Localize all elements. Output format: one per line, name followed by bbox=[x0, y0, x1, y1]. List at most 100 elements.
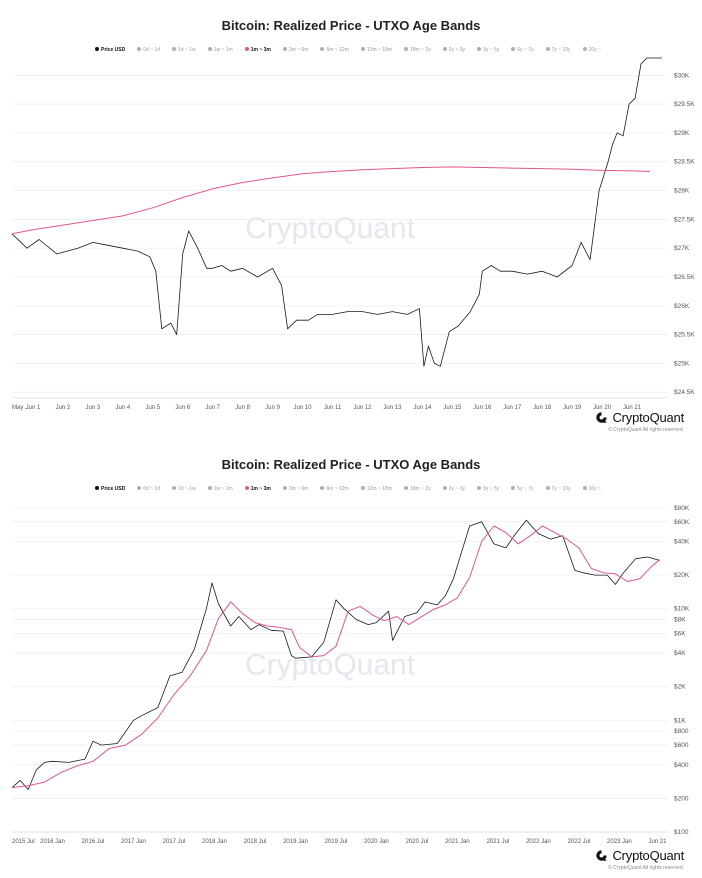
legend-label: 1d ~ 1w bbox=[178, 485, 196, 492]
legend-item[interactable]: 6m ~ 12m bbox=[320, 486, 349, 492]
brand-logo: CryptoQuant bbox=[595, 847, 684, 863]
brand-name: CryptoQuant bbox=[612, 410, 684, 426]
legend-item[interactable]: 1d ~ 1w bbox=[172, 47, 196, 53]
legend-item[interactable]: 10y ~ bbox=[582, 486, 601, 492]
legend-item[interactable]: 3m ~ 6m bbox=[282, 47, 308, 53]
legend-label: 7y ~ 10y bbox=[551, 485, 571, 492]
copyright-text: © CryptoQuant All rights reserved. bbox=[608, 427, 684, 433]
legend-label: 10y ~ bbox=[588, 46, 601, 53]
cryptoquant-logo-icon bbox=[596, 850, 607, 861]
legend-label: 2y ~ 3y bbox=[448, 46, 465, 53]
y-tick-label: $29K bbox=[674, 130, 690, 137]
legend-item[interactable]: 1w ~ 1m bbox=[207, 47, 233, 53]
x-tick-label: 2019 Jan bbox=[283, 839, 308, 845]
legend-item[interactable]: 1w ~ 1m bbox=[207, 486, 233, 492]
legend-item[interactable]: 7y ~ 10y bbox=[545, 485, 571, 492]
legend-item[interactable]: 3y ~ 5y bbox=[476, 485, 500, 492]
legend-marker-icon bbox=[207, 47, 212, 52]
legend-marker-icon bbox=[476, 47, 481, 52]
y-tick-label: $20K bbox=[674, 572, 690, 579]
legend-label: 5y ~ 7y bbox=[517, 485, 534, 492]
y-tick-label: $8K bbox=[674, 616, 686, 623]
brand-logo: CryptoQuant bbox=[595, 409, 684, 425]
x-tick-label: Jun 12 bbox=[353, 405, 372, 411]
y-tick-label: $29.5K bbox=[674, 101, 695, 108]
y-tick-label: $2K bbox=[674, 684, 686, 691]
legend-marker-icon bbox=[172, 486, 177, 491]
legend-label: 5y ~ 7y bbox=[517, 46, 534, 53]
legend-item[interactable]: 18m ~ 2y bbox=[404, 486, 431, 492]
legend-marker-icon bbox=[207, 486, 212, 491]
legend-item[interactable]: 1m ~ 3m bbox=[244, 485, 271, 492]
x-tick-label: 2022 Jan bbox=[526, 839, 551, 845]
chart-legend: Price USD 0d ~ 1d 1d ~ 1w 1w ~ 1m 1m ~ 3m 3m … bbox=[95, 41, 613, 53]
legend-item[interactable]: 1d ~ 1w bbox=[172, 486, 196, 492]
legend-item[interactable]: 18m ~ 2y bbox=[404, 47, 431, 53]
legend-item[interactable]: 10y ~ bbox=[582, 46, 601, 53]
x-tick-label: Jun 2 bbox=[56, 405, 71, 411]
legend-item[interactable]: 7y ~ 10y bbox=[545, 47, 571, 53]
chart-panel-top: Bitcoin: Realized Price - UTXO Age Bands… bbox=[11, 18, 695, 433]
y-tick-label: $10K bbox=[674, 606, 690, 613]
x-tick-label: 2021 Jul bbox=[487, 839, 510, 845]
legend-marker-icon bbox=[582, 47, 587, 52]
y-tick-label: $4K bbox=[674, 650, 686, 657]
legend-marker-icon bbox=[244, 47, 249, 52]
legend-marker-icon bbox=[282, 486, 287, 491]
x-tick-label: Jun 9 bbox=[265, 405, 280, 411]
x-tick-label: May ... bbox=[12, 405, 30, 411]
legend-item[interactable]: 5y ~ 7y bbox=[511, 46, 534, 53]
legend-item[interactable]: 12m ~ 18m bbox=[360, 47, 392, 53]
x-tick-label: Jun 20 bbox=[593, 405, 612, 411]
series-line-price bbox=[11, 57, 662, 367]
legend-item[interactable]: 2y ~ 3y bbox=[442, 486, 465, 492]
x-tick-label: 2018 Jul bbox=[244, 839, 267, 845]
x-tick-label: 2021 Jan bbox=[445, 839, 470, 845]
chart-title: Bitcoin: Realized Price - UTXO Age Bands bbox=[221, 457, 481, 472]
legend-marker-icon bbox=[282, 47, 287, 52]
legend-marker-icon bbox=[545, 486, 550, 491]
x-tick-label: Jun 8 bbox=[235, 405, 250, 411]
legend-item[interactable]: 2y ~ 3y bbox=[442, 46, 465, 53]
legend-item[interactable]: 12m ~ 18m bbox=[360, 486, 392, 492]
chart-plot: $24.5K $25K $25.5K $26K $26.5K $27K $27.5K $28K… bbox=[11, 57, 695, 411]
legend-marker-icon bbox=[511, 486, 516, 491]
x-tick-label: Jun 1 bbox=[26, 405, 41, 411]
legend-item[interactable]: 5y ~ 7y bbox=[511, 485, 534, 492]
legend-marker-icon bbox=[442, 47, 447, 52]
cryptoquant-logo-icon bbox=[596, 412, 607, 423]
legend-marker-icon bbox=[511, 47, 516, 52]
legend-item[interactable]: 1m ~ 3m bbox=[244, 46, 271, 53]
legend-item[interactable]: 0d ~ 1d bbox=[137, 47, 160, 53]
y-tick-label: $25.5K bbox=[674, 332, 695, 339]
legend-marker-icon bbox=[137, 486, 142, 491]
y-tick-label: $28K bbox=[674, 188, 690, 195]
x-tick-label: 2016 Jan bbox=[40, 839, 65, 845]
legend-label: Price USD bbox=[101, 485, 126, 492]
series-line-1m-3m bbox=[11, 166, 651, 235]
x-tick-label: Jun 7 bbox=[205, 405, 220, 411]
y-tick-label: $30K bbox=[674, 72, 690, 79]
x-tick-label: Jun 15 bbox=[443, 405, 462, 411]
legend-item[interactable]: 6m ~ 12m bbox=[320, 47, 349, 53]
y-tick-label: $600 bbox=[674, 742, 689, 749]
legend-item[interactable]: Price USD bbox=[95, 47, 125, 53]
legend-marker-icon bbox=[442, 486, 447, 491]
legend-label: 1m ~ 3m bbox=[250, 46, 271, 53]
x-tick-label: 2019 Jul bbox=[325, 839, 348, 845]
legend-item[interactable]: 3m ~ 6m bbox=[282, 486, 308, 492]
legend-label: 18m ~ 2y bbox=[410, 485, 431, 492]
y-tick-label: $24.5K bbox=[674, 389, 695, 396]
legend-marker-icon bbox=[360, 47, 365, 52]
legend-item[interactable]: 3y ~ 5y bbox=[476, 47, 499, 53]
legend-label: 0d ~ 1d bbox=[143, 46, 161, 53]
legend-item[interactable]: 0d ~ 1d bbox=[137, 486, 160, 492]
y-tick-label: $25K bbox=[674, 360, 690, 367]
legend-marker-icon bbox=[137, 47, 142, 52]
x-tick-label: Jun 18 bbox=[533, 405, 552, 411]
chart-title: Bitcoin: Realized Price - UTXO Age Bands bbox=[221, 18, 481, 33]
legend-item[interactable]: Price USD bbox=[95, 486, 125, 492]
x-tick-label: Jun 4 bbox=[115, 405, 130, 411]
legend-label: 3y ~ 5y bbox=[482, 485, 500, 492]
legend-label: 1m ~ 3m bbox=[250, 485, 271, 492]
